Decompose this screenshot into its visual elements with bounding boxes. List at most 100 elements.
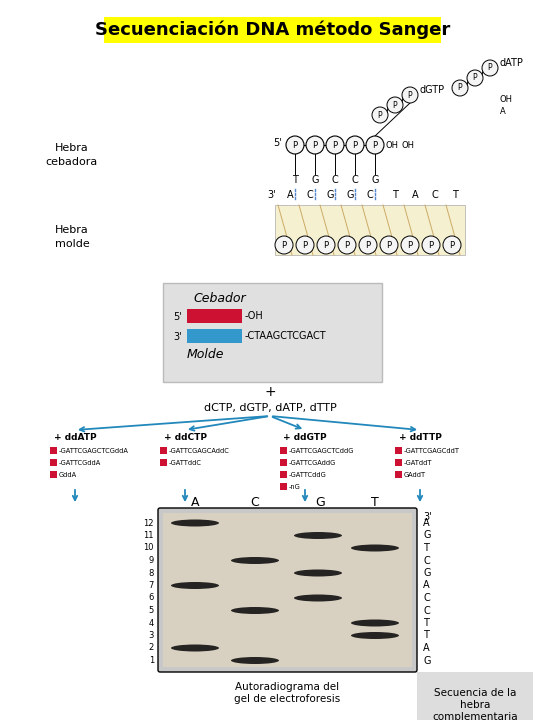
Text: C: C bbox=[423, 556, 430, 565]
Text: -GATTCGAddG: -GATTCGAddG bbox=[289, 460, 336, 466]
Text: P: P bbox=[408, 240, 413, 250]
Text: Secuencia de la
hebra
complementaria: Secuencia de la hebra complementaria bbox=[432, 688, 518, 720]
Text: + ddTTP: + ddTTP bbox=[399, 433, 441, 441]
Text: dATP: dATP bbox=[500, 58, 524, 68]
FancyBboxPatch shape bbox=[104, 17, 441, 43]
Text: P: P bbox=[302, 240, 308, 250]
Ellipse shape bbox=[294, 595, 342, 601]
Text: P: P bbox=[353, 140, 357, 150]
Text: T: T bbox=[452, 190, 458, 200]
Text: G: G bbox=[315, 495, 325, 508]
Text: +: + bbox=[264, 385, 276, 399]
Bar bbox=[395, 471, 402, 478]
Text: -GATddT: -GATddT bbox=[404, 460, 433, 466]
Text: OH: OH bbox=[500, 96, 513, 104]
Text: -OH: -OH bbox=[245, 311, 264, 321]
Text: Hebra
molde: Hebra molde bbox=[55, 225, 90, 248]
Text: OH: OH bbox=[386, 140, 399, 150]
Text: P: P bbox=[373, 140, 377, 150]
Text: A: A bbox=[423, 643, 430, 653]
Text: G: G bbox=[423, 655, 430, 665]
Text: T: T bbox=[423, 618, 429, 628]
Text: + ddCTP: + ddCTP bbox=[164, 433, 206, 441]
Text: dCTP, dGTP, dATP, dTTP: dCTP, dGTP, dATP, dTTP bbox=[204, 403, 336, 413]
Text: Autoradiograma del
gel de electroforesis: Autoradiograma del gel de electroforesis bbox=[234, 682, 341, 703]
Text: T: T bbox=[423, 543, 429, 553]
Bar bbox=[395, 447, 402, 454]
Text: GddA: GddA bbox=[59, 472, 77, 478]
Text: G: G bbox=[423, 568, 430, 578]
Ellipse shape bbox=[351, 619, 399, 626]
Circle shape bbox=[317, 236, 335, 254]
Ellipse shape bbox=[231, 657, 279, 664]
Text: 10: 10 bbox=[144, 544, 154, 552]
FancyBboxPatch shape bbox=[187, 329, 242, 343]
Circle shape bbox=[380, 236, 398, 254]
Circle shape bbox=[359, 236, 377, 254]
Text: -nG: -nG bbox=[289, 484, 301, 490]
Ellipse shape bbox=[351, 632, 399, 639]
Ellipse shape bbox=[171, 582, 219, 589]
Ellipse shape bbox=[171, 520, 219, 526]
Text: 8: 8 bbox=[148, 569, 154, 577]
Text: OH: OH bbox=[402, 140, 415, 150]
Text: P: P bbox=[377, 110, 382, 120]
Text: C: C bbox=[367, 190, 373, 200]
Text: G: G bbox=[346, 190, 354, 200]
Ellipse shape bbox=[294, 532, 342, 539]
Text: T: T bbox=[371, 495, 379, 508]
Text: 2: 2 bbox=[148, 644, 154, 652]
Text: P: P bbox=[393, 101, 397, 109]
Text: Hebra
cebadora: Hebra cebadora bbox=[46, 143, 98, 166]
Text: T: T bbox=[423, 631, 429, 641]
Circle shape bbox=[402, 87, 418, 103]
Text: 3': 3' bbox=[423, 512, 431, 522]
Text: -GATTCGAGCAddC: -GATTCGAGCAddC bbox=[169, 448, 230, 454]
Text: 3': 3' bbox=[268, 190, 276, 200]
Text: -CTAAGCTCGACT: -CTAAGCTCGACT bbox=[245, 331, 327, 341]
Bar bbox=[50, 447, 57, 454]
Text: P: P bbox=[472, 73, 477, 83]
Text: 3': 3' bbox=[173, 332, 181, 342]
Circle shape bbox=[326, 136, 344, 154]
Text: dGTP: dGTP bbox=[420, 85, 445, 95]
Text: G: G bbox=[423, 531, 430, 541]
Text: C: C bbox=[352, 175, 359, 185]
Ellipse shape bbox=[294, 570, 342, 577]
Circle shape bbox=[452, 80, 468, 96]
Bar bbox=[160, 447, 167, 454]
Text: -GATTCGddA: -GATTCGddA bbox=[59, 460, 102, 466]
Text: A: A bbox=[423, 518, 430, 528]
Text: Molde: Molde bbox=[186, 348, 224, 361]
Circle shape bbox=[467, 70, 483, 86]
Text: 6: 6 bbox=[148, 593, 154, 603]
Text: P: P bbox=[313, 140, 318, 150]
Text: P: P bbox=[333, 140, 338, 150]
Text: 12: 12 bbox=[144, 518, 154, 528]
Text: 3: 3 bbox=[148, 631, 154, 640]
Bar bbox=[50, 459, 57, 466]
Text: P: P bbox=[366, 240, 370, 250]
Circle shape bbox=[401, 236, 419, 254]
Text: P: P bbox=[408, 91, 413, 99]
Text: + ddGTP: + ddGTP bbox=[283, 433, 327, 441]
Text: T: T bbox=[392, 190, 398, 200]
Text: C: C bbox=[423, 606, 430, 616]
Text: 4: 4 bbox=[148, 618, 154, 628]
Text: 5': 5' bbox=[173, 312, 182, 322]
Text: P: P bbox=[345, 240, 349, 250]
Circle shape bbox=[372, 107, 388, 123]
Bar bbox=[280, 459, 287, 466]
Text: P: P bbox=[449, 240, 455, 250]
Text: 9: 9 bbox=[148, 556, 154, 565]
Bar bbox=[280, 483, 287, 490]
Bar bbox=[50, 471, 57, 478]
Text: A: A bbox=[287, 190, 293, 200]
Bar bbox=[395, 459, 402, 466]
Text: G: G bbox=[311, 175, 319, 185]
Text: 7: 7 bbox=[148, 581, 154, 590]
Text: -GATTCGAGCTCddG: -GATTCGAGCTCddG bbox=[289, 448, 354, 454]
Text: + ddATP: + ddATP bbox=[53, 433, 96, 441]
Text: -GATTCGAGCTCGddA: -GATTCGAGCTCGddA bbox=[59, 448, 129, 454]
Text: P: P bbox=[488, 63, 492, 73]
